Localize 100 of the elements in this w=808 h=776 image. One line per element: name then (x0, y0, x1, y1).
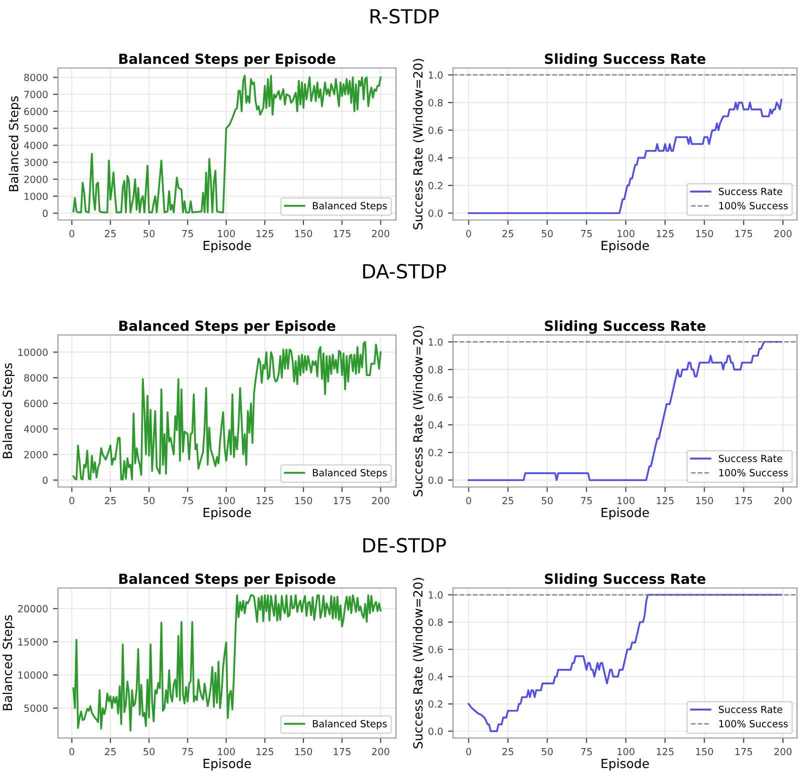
x-tick-label: 125 (256, 748, 274, 756)
x-tick-label: 125 (256, 496, 274, 504)
y-tick-label: 6000 (24, 108, 48, 116)
x-tick-label: 75 (581, 497, 592, 504)
x-tick-label: 25 (104, 496, 116, 504)
y-tick-label: 0.8 (428, 618, 443, 626)
x-tick-label: 150 (295, 748, 312, 756)
x-tick-label: 175 (735, 230, 752, 238)
y-axis-title: Balanced Steps (8, 96, 21, 192)
x-tick-label: 50 (144, 496, 155, 504)
y-tick-label: 0.0 (428, 728, 443, 736)
y-tick-label: 0.6 (428, 126, 443, 134)
y-tick-label: 0.0 (428, 476, 443, 484)
x-tick-label: 0 (466, 496, 472, 504)
x-tick-label: 200 (372, 230, 390, 238)
y-tick-label: 0.4 (428, 673, 443, 680)
y-tick-label: 0.8 (428, 99, 443, 106)
y-tick-label: 0.2 (428, 448, 442, 456)
y-tick-label: 7000 (24, 90, 48, 98)
y-tick-label: 3000 (24, 158, 48, 166)
legend-label: Success Rate (718, 454, 782, 462)
y-tick-label: 4000 (24, 142, 48, 150)
legend-label: 100% Success (719, 202, 788, 210)
chart-title: Sliding Success Rate (544, 53, 706, 67)
x-tick-label: 125 (656, 496, 674, 504)
chart-title: Balanced Steps per Episode (119, 573, 336, 587)
x-tick-label: 200 (372, 496, 390, 504)
x-tick-label: 125 (656, 230, 674, 238)
y-tick-label: 2000 (24, 450, 48, 458)
y-tick-label: 8000 (24, 74, 48, 82)
y-tick-label: 2000 (24, 176, 48, 184)
chart-title: Sliding Success Rate (544, 573, 706, 587)
y-tick-label: 6000 (24, 400, 48, 408)
text: DE-STDP (363, 538, 446, 553)
x-tick-label: 0 (466, 230, 472, 238)
x-tick-label: 25 (502, 748, 514, 756)
x-tick-label: 200 (774, 496, 792, 504)
y-axis-title: Success Rate (Window=20) (412, 578, 424, 748)
y-tick-label: 0.8 (428, 366, 443, 374)
x-tick-label: 25 (104, 748, 116, 756)
x-tick-label: 125 (656, 748, 674, 756)
x-axis-title: Episode (204, 758, 251, 771)
x-tick-label: 75 (581, 748, 592, 756)
legend-label: Balanced Steps (312, 468, 387, 478)
y-tick-label: 0.4 (428, 154, 443, 162)
x-tick-label: 150 (295, 496, 312, 504)
x-tick-label: 50 (542, 496, 553, 504)
x-axis-title: Episode (602, 758, 649, 771)
x-tick-label: 0 (69, 230, 74, 238)
y-tick-label: 15000 (18, 638, 48, 646)
y-tick-label: 10000 (18, 671, 48, 679)
x-tick-label: 200 (372, 748, 390, 756)
y-tick-label: 1.0 (428, 71, 443, 79)
y-tick-label: 0.6 (428, 646, 443, 654)
y-tick-label: 1000 (24, 192, 48, 200)
y-tick-label: 5000 (24, 704, 48, 712)
x-tick-label: 0 (466, 748, 472, 756)
x-tick-label: 50 (144, 748, 155, 756)
x-tick-label: 100 (618, 748, 634, 756)
x-tick-label: 175 (334, 748, 350, 756)
x-tick-label: 100 (618, 230, 634, 238)
y-tick-label: 8000 (24, 374, 48, 382)
y-tick-label: 0.0 (428, 210, 443, 217)
y-tick-label: 4000 (24, 425, 48, 433)
x-tick-label: 150 (696, 748, 713, 756)
x-tick-label: 50 (542, 748, 553, 756)
x-tick-label: 50 (542, 230, 553, 238)
x-tick-label: 75 (581, 230, 592, 238)
legend-label: Balanced Steps (312, 720, 387, 730)
x-tick-label: 75 (182, 497, 193, 504)
x-tick-label: 150 (295, 230, 312, 238)
x-axis-title: Episode (204, 240, 251, 253)
y-tick-label: 0.2 (428, 700, 442, 708)
legend-label: Success Rate (718, 706, 782, 714)
legend-label: Balanced Steps (312, 202, 387, 212)
x-tick-label: 25 (502, 496, 514, 504)
x-tick-label: 200 (774, 748, 792, 756)
y-tick-label: 0 (42, 476, 48, 484)
y-tick-label: 1.0 (428, 591, 443, 599)
y-tick-label: 0.6 (428, 394, 443, 402)
y-axis-title: Success Rate (Window=20) (412, 326, 424, 496)
y-axis-title: Balanced Steps (2, 615, 15, 710)
text: DA-STDP (363, 264, 446, 279)
y-tick-label: 1.0 (428, 338, 443, 346)
chart-title: Balanced Steps per Episode (119, 320, 336, 334)
x-tick-label: 150 (696, 496, 713, 504)
x-tick-label: 175 (334, 230, 350, 238)
chart-title: Balanced Steps per Episode (119, 53, 336, 67)
x-tick-label: 200 (774, 230, 792, 238)
x-tick-label: 25 (104, 230, 116, 238)
x-tick-label: 100 (218, 230, 235, 238)
y-tick-label: 5000 (24, 124, 48, 132)
legend-label: Success Rate (718, 188, 782, 196)
x-tick-label: 0 (69, 496, 74, 504)
x-tick-label: 100 (218, 748, 235, 756)
x-tick-label: 50 (144, 230, 155, 238)
x-tick-label: 100 (618, 496, 634, 504)
x-axis-title: Episode (204, 508, 251, 520)
x-axis-title: Episode (602, 240, 649, 253)
y-tick-label: 0.4 (428, 421, 443, 429)
